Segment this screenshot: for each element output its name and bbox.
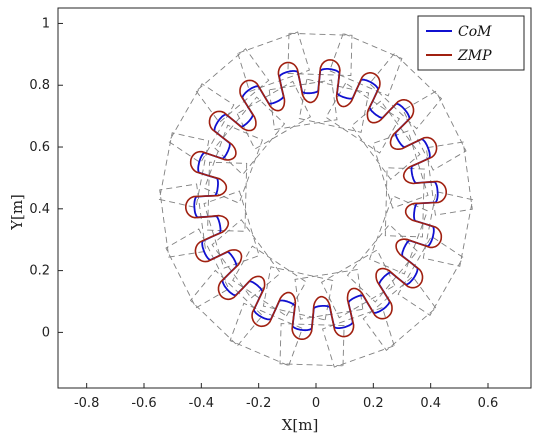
legend-label-zmp: ZMP bbox=[457, 48, 492, 64]
series-line-zmp bbox=[185, 59, 447, 340]
footstep-rect bbox=[214, 96, 286, 176]
y-tick-label: 1 bbox=[42, 16, 50, 31]
footstep-rect bbox=[372, 130, 429, 209]
footstep-rect bbox=[346, 223, 418, 303]
footstep-rect bbox=[237, 31, 310, 93]
x-tick-label: -0.4 bbox=[189, 396, 214, 411]
series-lines bbox=[185, 59, 447, 340]
footstep-rect bbox=[229, 302, 303, 367]
x-axis-ticks: -0.8 -0.6 -0.4 -0.2 0 0.2 0.4 0.6 bbox=[74, 383, 498, 411]
footstep-rect bbox=[189, 269, 264, 347]
footstep-rect bbox=[425, 141, 473, 216]
y-tick-label: 0.8 bbox=[29, 78, 50, 93]
footstep-rect bbox=[329, 32, 403, 97]
footstep-rect bbox=[322, 307, 395, 368]
footstep-rect bbox=[397, 235, 464, 316]
footstep-rect bbox=[211, 219, 282, 299]
x-tick-label: -0.2 bbox=[246, 396, 271, 411]
footstep-rect bbox=[402, 90, 467, 171]
footstep-rect bbox=[422, 191, 474, 267]
plot-frame bbox=[57, 7, 532, 389]
footstep-rect bbox=[203, 124, 263, 204]
footstep-rect bbox=[203, 190, 260, 269]
legend-label-com: CoM bbox=[458, 24, 492, 40]
footstep-rect bbox=[158, 132, 210, 209]
footstep-rect bbox=[195, 48, 270, 124]
x-tick-label: -0.8 bbox=[74, 396, 99, 411]
legend: CoM ZMP bbox=[417, 15, 525, 71]
footstep-rect bbox=[350, 100, 421, 180]
footstep-rect bbox=[325, 82, 400, 154]
y-tick-label: 0.6 bbox=[29, 140, 50, 155]
y-tick-label: 0.2 bbox=[29, 264, 50, 279]
footstep-rect bbox=[368, 52, 443, 130]
footstep-rect bbox=[168, 83, 235, 164]
x-tick-label: 0.6 bbox=[478, 396, 499, 411]
series-line-com bbox=[193, 68, 439, 332]
x-tick-label: -0.6 bbox=[131, 396, 156, 411]
footstep-rect bbox=[279, 323, 345, 367]
footstep-rect bbox=[159, 183, 207, 258]
footstep-rect bbox=[262, 266, 334, 321]
x-tick-label: 0.4 bbox=[420, 396, 441, 411]
footstep-rect bbox=[384, 167, 425, 238]
footstep-rect bbox=[232, 245, 307, 317]
y-tick-label: 0 bbox=[42, 325, 50, 340]
footstep-rect bbox=[207, 161, 248, 232]
y-axis-label: Y[m] bbox=[8, 194, 26, 231]
footstep-rectangles bbox=[158, 31, 474, 368]
x-axis-label: X[m] bbox=[282, 416, 319, 434]
x-tick-label: 0 bbox=[312, 396, 320, 411]
y-axis-ticks: 0 0.2 0.4 0.6 0.8 1 bbox=[29, 16, 63, 340]
footstep-rect bbox=[287, 32, 353, 76]
x-tick-label: 0.2 bbox=[363, 396, 384, 411]
y-tick-label: 0.4 bbox=[29, 202, 50, 217]
footstep-rect bbox=[362, 275, 437, 351]
footstep-rect bbox=[236, 80, 311, 150]
footstep-rect bbox=[369, 195, 429, 275]
footstep-rect bbox=[298, 78, 370, 133]
legend-box bbox=[417, 15, 525, 71]
footstep-rect bbox=[321, 249, 396, 319]
footstep-rect bbox=[165, 228, 230, 309]
footstep-rect bbox=[294, 268, 364, 320]
footstep-rect bbox=[268, 79, 338, 131]
